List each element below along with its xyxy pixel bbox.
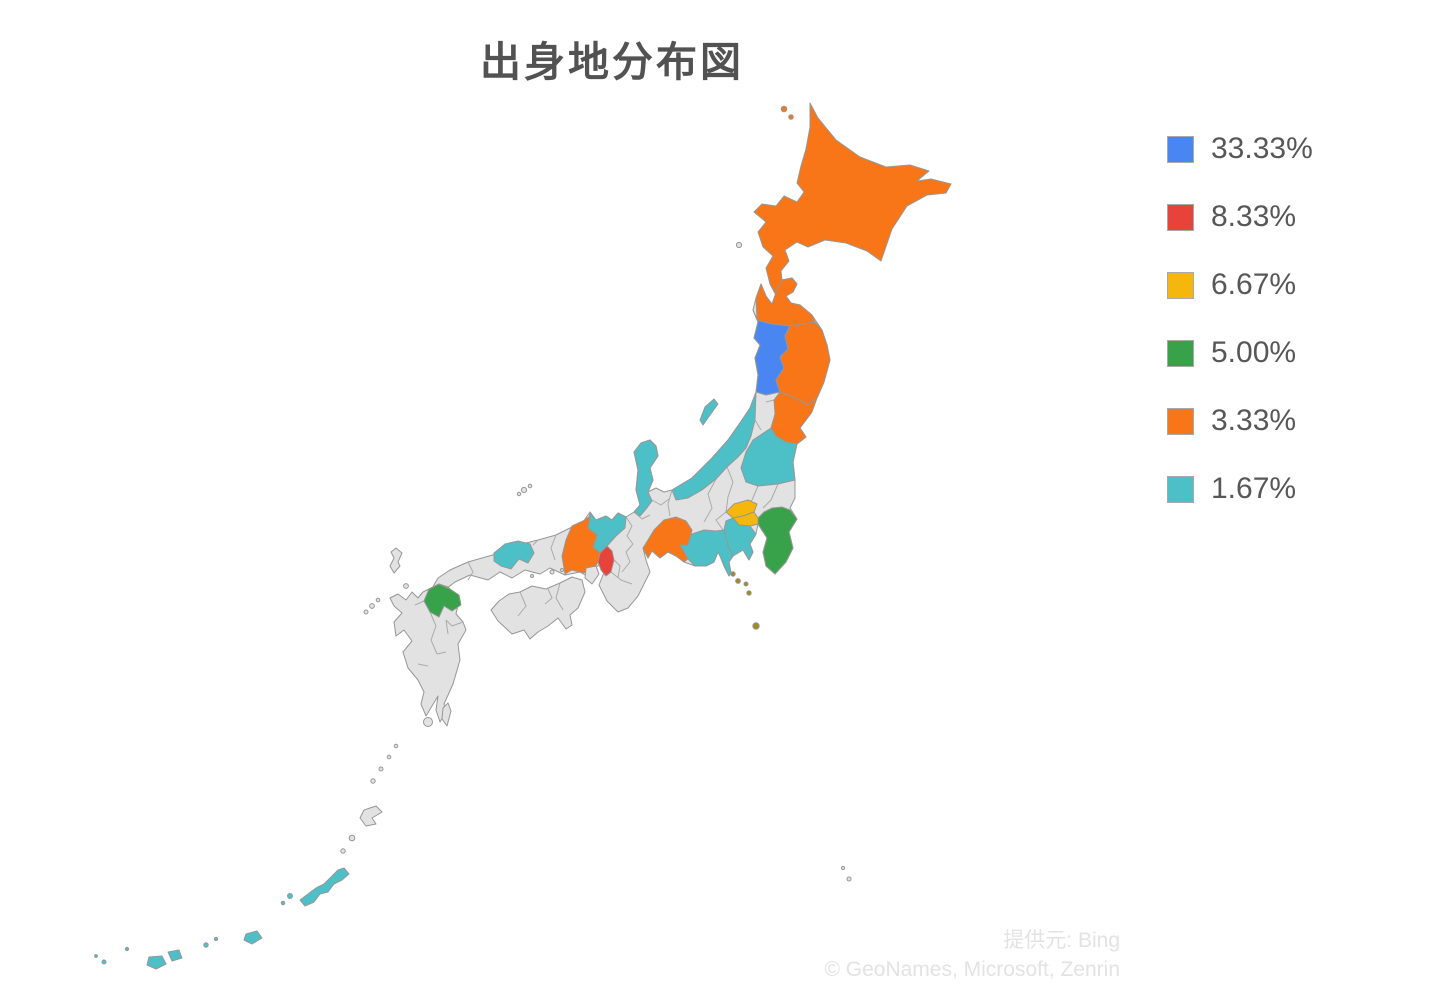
island-yonaguni-2	[94, 954, 98, 958]
island-izu-5	[752, 622, 760, 630]
island-rishiri	[780, 105, 788, 113]
prefecture-fukuoka[interactable]	[423, 583, 462, 618]
island-amami-3	[378, 766, 384, 772]
prefecture-hiroshima[interactable]	[493, 540, 535, 570]
legend-swatch	[1167, 475, 1194, 503]
island-rebun	[788, 114, 794, 120]
legend-swatch	[1167, 203, 1194, 231]
island-tsushima	[389, 547, 403, 574]
island-ishigaki	[167, 949, 183, 962]
legend-swatch	[1167, 135, 1194, 163]
map-attribution: 提供元: Bing © GeoNames, Microsoft, Zenrin	[824, 926, 1120, 984]
island-izu-4	[746, 590, 752, 596]
legend-label: 33.33%	[1211, 132, 1313, 165]
prefecture-fukushima[interactable]	[740, 427, 798, 487]
island-goto-1	[369, 603, 375, 609]
legend-item[interactable]: 33.33%	[1167, 132, 1313, 165]
prefecture-hokkaido[interactable]	[753, 102, 952, 306]
island-izu-1	[730, 571, 736, 577]
legend-label: 1.67%	[1211, 472, 1297, 505]
attribution-provider: 提供元: Bing	[1003, 929, 1120, 952]
chart-title: 出身地分布図	[480, 39, 744, 85]
region-kyushu[interactable]	[389, 583, 467, 723]
island-kume-2	[280, 900, 286, 906]
island-iriomote	[146, 955, 167, 970]
legend-item[interactable]: 8.33%	[1167, 200, 1313, 233]
island-kume-1	[287, 893, 293, 899]
island-goto-3	[375, 597, 381, 603]
island-miyako-2	[203, 942, 209, 948]
island-yonaguni-1	[101, 959, 107, 965]
island-yakushima	[423, 717, 433, 727]
island-awaji	[584, 565, 600, 585]
island-goto-2	[363, 609, 369, 615]
island-iki	[403, 583, 409, 589]
island-miyako-3	[213, 936, 219, 942]
legend-label: 8.33%	[1211, 200, 1297, 233]
island-yaeyama-1	[124, 946, 130, 952]
island-amami-6	[340, 848, 346, 854]
island-seto-1	[549, 569, 555, 575]
island-ogasawara-2	[846, 876, 852, 882]
legend-swatch	[1167, 271, 1194, 299]
legend-label: 5.00%	[1211, 336, 1297, 369]
prefecture-chiba[interactable]	[757, 506, 798, 575]
prefecture-ishikawa[interactable]	[633, 439, 659, 517]
island-tanegashima	[441, 702, 452, 727]
legend-item[interactable]: 3.33%	[1167, 404, 1313, 437]
prefecture-niigata[interactable]	[671, 391, 757, 501]
island-amami-oshima	[359, 805, 383, 827]
prefecture-okinawa[interactable]	[299, 867, 350, 907]
island-izu-2	[735, 578, 741, 584]
prefecture-osaka[interactable]	[597, 545, 615, 577]
island-ogasawara-1	[840, 865, 846, 871]
prefecture-borders	[414, 399, 779, 667]
island-oki-2	[527, 483, 533, 489]
legend-swatch	[1167, 339, 1194, 367]
legend-item[interactable]: 6.67%	[1167, 268, 1313, 301]
prefecture-aomori[interactable]	[755, 277, 816, 327]
island-amami-4	[370, 778, 376, 784]
attribution-copyright: © GeoNames, Microsoft, Zenrin	[824, 958, 1120, 981]
prefecture-aichi[interactable]	[642, 516, 693, 563]
island-amami-5	[348, 834, 356, 842]
island-sado	[699, 398, 719, 426]
legend-item[interactable]: 1.67%	[1167, 472, 1313, 505]
island-izu-3	[743, 581, 749, 587]
prefecture-shizuoka[interactable]	[679, 529, 734, 577]
region-shikoku[interactable]	[490, 576, 586, 640]
legend-label: 3.33%	[1211, 404, 1297, 437]
island-amami-1	[393, 743, 399, 749]
island-okushiri	[735, 241, 743, 249]
island-seto-2	[560, 568, 564, 572]
island-oki-1	[520, 486, 528, 494]
island-seto-3	[530, 574, 534, 578]
legend-label: 6.67%	[1211, 268, 1297, 301]
legend: 33.33% 8.33% 6.67% 5.00% 3.33% 1.67%	[1167, 132, 1313, 544]
island-oki-3	[516, 491, 522, 497]
island-amami-2	[386, 754, 392, 760]
legend-item[interactable]: 5.00%	[1167, 336, 1313, 369]
legend-swatch	[1167, 407, 1194, 435]
island-miyako	[243, 930, 263, 945]
